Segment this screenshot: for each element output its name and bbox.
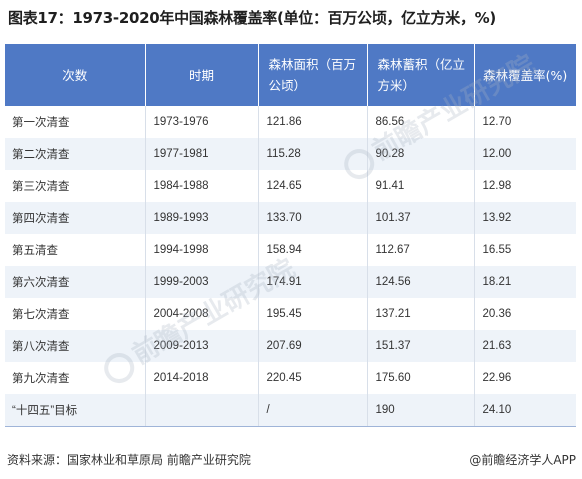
cell-count: 第八次清查: [5, 330, 146, 362]
cell-count: 第二次清查: [5, 138, 146, 170]
cell-coverage-rate: 22.96: [474, 362, 576, 394]
header-count: 次数: [5, 44, 146, 106]
cell-count: 第七次清查: [5, 298, 146, 330]
cell-period: 1973-1976: [145, 106, 259, 138]
cell-period: [145, 394, 259, 427]
table-row: “十四五”目标 /190 24.10: [5, 394, 576, 427]
cell-forest-stock: 90.28: [367, 138, 475, 170]
table-row: 第八次清查 2009-2013 207.69 151.37 21.63: [5, 330, 576, 362]
cell-period: 2004-2008: [145, 298, 259, 330]
cell-forest-stock: 124.56: [367, 266, 475, 298]
cell-forest-stock: 175.60: [367, 362, 475, 394]
cell-count: 第九次清查: [5, 362, 146, 394]
cell-period: 1984-1988: [145, 170, 259, 202]
cell-forest-area: 121.86: [258, 106, 368, 138]
cell-period: 1994-1998: [145, 234, 259, 266]
cell-coverage-rate: 18.21: [474, 266, 576, 298]
header-forest-area: 森林面积（百万公顷）: [258, 44, 368, 106]
header-period: 时期: [145, 44, 259, 106]
cell-period: 2009-2013: [145, 330, 259, 362]
table-row: 第四次清查 1989-1993 133.70 101.37 13.92: [5, 202, 576, 234]
cell-forest-area: 158.94: [258, 234, 368, 266]
cell-forest-area: 133.70: [258, 202, 368, 234]
cell-coverage-rate: 12.98: [474, 170, 576, 202]
cell-forest-area: /: [258, 394, 368, 427]
cell-coverage-rate: 16.55: [474, 234, 576, 266]
table-row: 第五清查 1994-1998 158.94 112.67 16.55: [5, 234, 576, 266]
table-row: 第六次清查 1999-2003 174.91 124.56 18.21: [5, 266, 576, 298]
cell-forest-area: 115.28: [258, 138, 368, 170]
table-row: 第二次清查 1977-1981 115.28 90.28 12.00: [5, 138, 576, 170]
cell-forest-stock: 190: [367, 394, 475, 427]
table-row: 第七次清查 2004-2008 195.45 137.21 20.36: [5, 298, 576, 330]
cell-count: 第一次清查: [5, 106, 146, 138]
cell-count: “十四五”目标: [5, 394, 146, 427]
cell-count: 第五清查: [5, 234, 146, 266]
cell-coverage-rate: 24.10: [474, 394, 576, 427]
cell-coverage-rate: 12.00: [474, 138, 576, 170]
table-row: 第一次清查 1973-1976 121.86 86.56 12.70: [5, 106, 576, 138]
cell-coverage-rate: 12.70: [474, 106, 576, 138]
cell-forest-stock: 112.67: [367, 234, 475, 266]
cell-forest-stock: 137.21: [367, 298, 475, 330]
cell-count: 第四次清查: [5, 202, 146, 234]
cell-forest-area: 124.65: [258, 170, 368, 202]
cell-forest-stock: 86.56: [367, 106, 475, 138]
cell-period: 2014-2018: [145, 362, 259, 394]
credit-note: @前瞻经济学人APP: [469, 453, 576, 467]
cell-coverage-rate: 20.36: [474, 298, 576, 330]
cell-period: 1977-1981: [145, 138, 259, 170]
cell-forest-area: 174.91: [258, 266, 368, 298]
forest-coverage-table: 次数 时期 森林面积（百万公顷） 森林蓄积（亿立方米） 森林覆盖率(%) 第一次…: [5, 44, 576, 427]
chart-title: 图表17：1973-2020年中国森林覆盖率(单位：百万公顷，亿立方米，%): [8, 9, 496, 27]
cell-coverage-rate: 21.63: [474, 330, 576, 362]
cell-coverage-rate: 13.92: [474, 202, 576, 234]
cell-count: 第三次清查: [5, 170, 146, 202]
footer: 资料来源：国家林业和草原局 前瞻产业研究院 @前瞻经济学人APP: [0, 447, 582, 471]
cell-forest-stock: 91.41: [367, 170, 475, 202]
source-note: 资料来源：国家林业和草原局 前瞻产业研究院: [7, 453, 251, 467]
header-forest-stock: 森林蓄积（亿立方米）: [367, 44, 475, 106]
cell-period: 1989-1993: [145, 202, 259, 234]
cell-forest-area: 207.69: [258, 330, 368, 362]
cell-forest-area: 195.45: [258, 298, 368, 330]
cell-forest-stock: 101.37: [367, 202, 475, 234]
header-coverage-rate: 森林覆盖率(%): [474, 44, 576, 106]
cell-count: 第六次清查: [5, 266, 146, 298]
table-row: 第三次清查 1984-1988 124.65 91.41 12.98: [5, 170, 576, 202]
cell-forest-area: 220.45: [258, 362, 368, 394]
cell-forest-stock: 151.37: [367, 330, 475, 362]
table-header-row: 次数 时期 森林面积（百万公顷） 森林蓄积（亿立方米） 森林覆盖率(%): [5, 44, 576, 106]
cell-period: 1999-2003: [145, 266, 259, 298]
table-row: 第九次清查 2014-2018 220.45 175.60 22.96: [5, 362, 576, 394]
